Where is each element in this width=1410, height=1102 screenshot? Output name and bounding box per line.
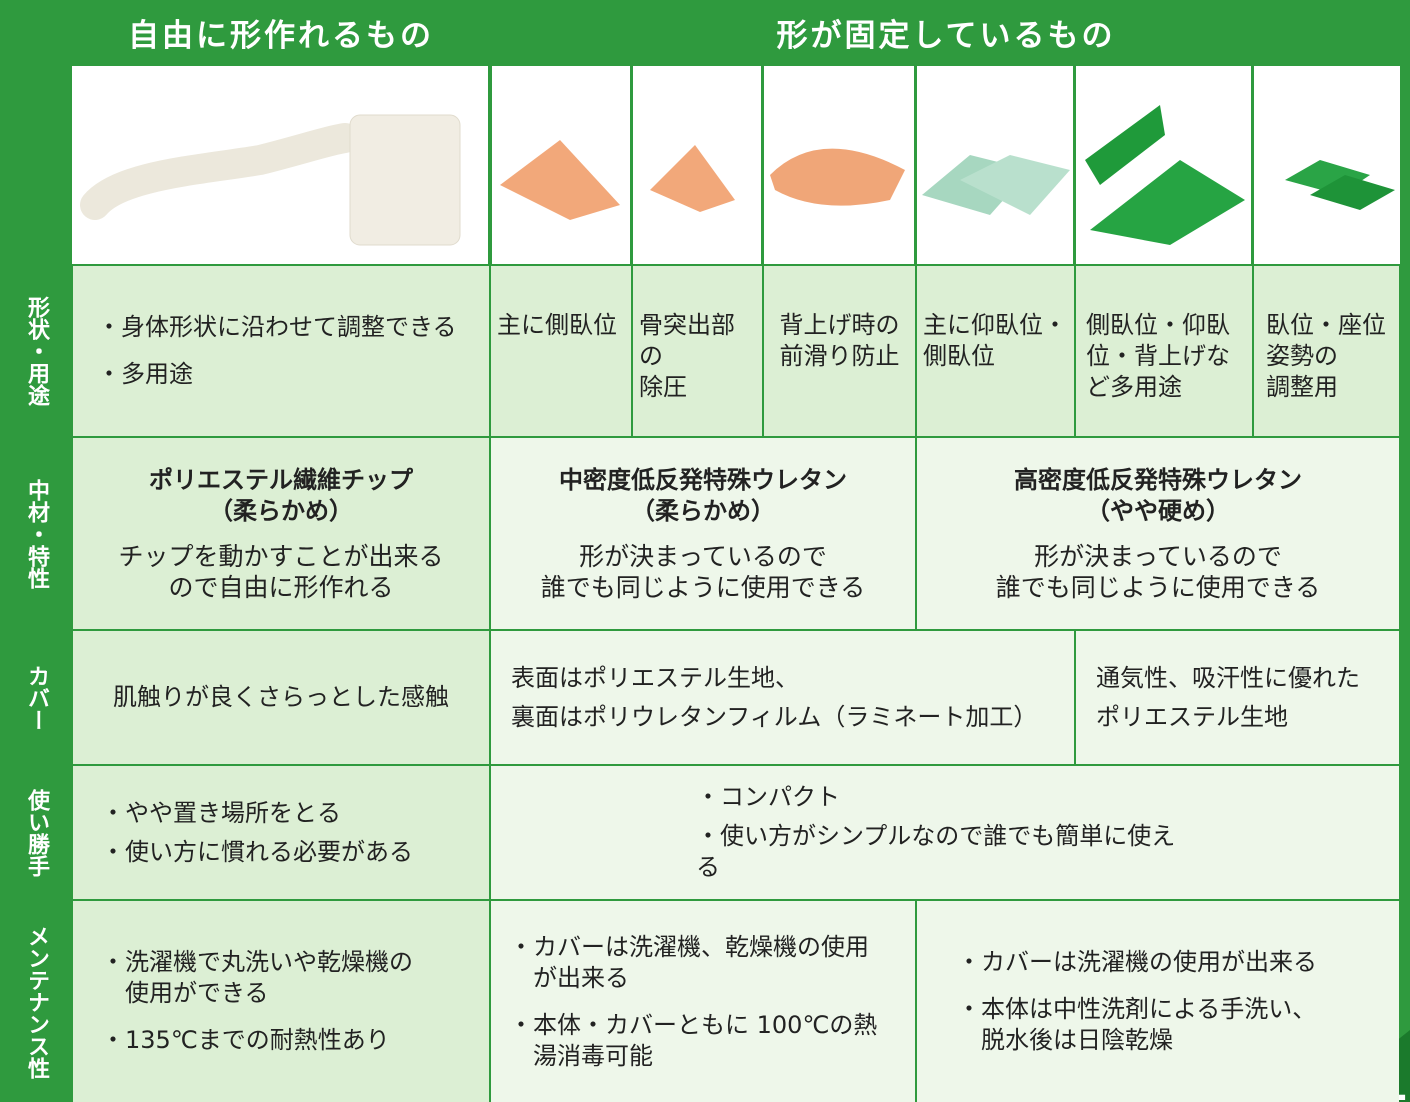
line: ・カバーは洗濯機の使用が出来る [957, 948, 1317, 976]
cell: ・コンパクト・使い方がシンプルなので誰でも簡単に使える [491, 766, 1399, 899]
line: ・本体は中性洗剤による手洗い、 [957, 995, 1317, 1023]
cell: ・洗濯機で丸洗いや乾燥機の 使用ができる・135℃までの耐熱性あり [73, 901, 489, 1102]
line: （やや硬め） [1086, 496, 1230, 525]
line: 誰でも同じように使用できる [540, 572, 866, 602]
cell: ポリエステル繊維チップ （柔らかめ） チップを動かすことが出来る ので自由に形作れる [73, 438, 489, 629]
line: ・135℃までの耐熱性あり [101, 1026, 390, 1054]
cell: 主に仰臥位・ 側臥位 [917, 266, 1074, 436]
line: （柔らかめ） [209, 496, 353, 525]
line: 主に側臥位 [497, 311, 617, 339]
paragraph: ・135℃までの耐熱性あり [101, 1025, 461, 1056]
paragraph: ・本体は中性洗剤による手洗い、 脱水後は日陰乾燥 [957, 994, 1359, 1056]
row-label: 使い勝手 [24, 788, 49, 877]
line: 除圧 [639, 373, 687, 401]
cell: 背上げ時の前滑り防止 [764, 266, 915, 436]
line: ・洗濯機で丸洗いや乾燥機の [101, 948, 413, 976]
line: ど多用途 [1086, 373, 1182, 401]
cell: 骨突出部の 除圧 [633, 266, 762, 436]
line: ・多用途 [97, 360, 193, 388]
line: 臥位・座位 [1266, 311, 1386, 339]
line: 主に仰臥位・ [923, 311, 1067, 339]
line: ポリエステル生地 [1096, 702, 1288, 731]
line: が出来る [509, 963, 629, 992]
cell: 臥位・座位姿勢の調整用 [1254, 266, 1399, 436]
line: ポリエステル繊維チップ [149, 465, 413, 494]
line: ・身体形状に沿わせて調整できる [97, 313, 457, 341]
row-label: メンテナンス性 [24, 924, 49, 1079]
row-label: カバー [24, 664, 49, 731]
cell: 高密度低反発特殊ウレタン （やや硬め） 形が決まっているので 誰でも同じように使用でき… [917, 438, 1399, 629]
cell: 主に側臥位 [491, 266, 631, 436]
line: チップを動かすことが出来る [118, 541, 444, 571]
line: ・カバーは洗濯機、乾燥機の使用 [509, 932, 869, 961]
line: 側臥位 [923, 342, 995, 370]
line: 表面はポリエステル生地、 [511, 663, 799, 692]
line: ・使い方に慣れる必要がある [101, 837, 413, 866]
line: 姿勢の [1266, 342, 1338, 370]
cell-title: 中密度低反発特殊ウレタン （柔らかめ） [491, 465, 915, 527]
cell: 中密度低反発特殊ウレタン （柔らかめ） 形が決まっているので 誰でも同じように使用でき… [491, 438, 915, 629]
line: 前滑り防止 [779, 342, 900, 370]
line: （柔らかめ） [631, 496, 775, 525]
cell: 側臥位・仰臥 位・背上げな ど多用途 [1076, 266, 1252, 436]
line: ので自由に形作れる [168, 572, 394, 602]
paragraph: ・カバーは洗濯機、乾燥機の使用 が出来る [509, 932, 897, 994]
line: 背上げ時の [779, 311, 900, 339]
line: 肌触りが良くさらっとした感触 [113, 683, 449, 711]
line: 使用ができる [101, 979, 269, 1007]
header-free: 自由に形作れるもの [128, 17, 434, 54]
line: 位・背上げな [1086, 342, 1230, 370]
cell-title: 高密度低反発特殊ウレタン （やや硬め） [917, 465, 1399, 527]
cell: ・やや置き場所をとる・使い方に慣れる必要がある [73, 766, 489, 899]
line: 脱水後は日陰乾燥 [957, 1026, 1173, 1054]
paragraph: ・カバーは洗濯機の使用が出来る [957, 947, 1359, 978]
cell: ・身体形状に沿わせて調整できる ・多用途 [73, 266, 489, 436]
line: 誰でも同じように使用できる [995, 572, 1321, 602]
cell: ・カバーは洗濯機の使用が出来る ・本体は中性洗剤による手洗い、 脱水後は日陰乾燥 [917, 901, 1399, 1102]
cell-title: ポリエステル繊維チップ （柔らかめ） [73, 465, 489, 527]
cell: ・カバーは洗濯機、乾燥機の使用 が出来る ・本体・カバーともに 100℃の熱 湯消… [491, 901, 915, 1102]
line: 形が決まっているので [579, 541, 827, 571]
line: 側臥位・仰臥 [1086, 311, 1230, 339]
line: 骨突出部の [639, 311, 735, 370]
line: 裏面はポリウレタンフィルム（ラミネート加工） [511, 702, 1038, 731]
line: 高密度低反発特殊ウレタン [1014, 465, 1302, 494]
line: 形が決まっているので [1034, 541, 1282, 571]
row-label: 形状・用途 [24, 296, 49, 406]
row-label: 中材・特性 [24, 478, 49, 589]
line: ・本体・カバーともに 100℃の熱 [509, 1010, 878, 1039]
cell: 通気性、吸汗性に優れた ポリエステル生地 [1076, 631, 1399, 764]
header-fixed: 形が固定しているもの [776, 17, 1116, 54]
paragraph: ・本体・カバーともに 100℃の熱 湯消毒可能 [509, 1010, 897, 1072]
line: 中密度低反発特殊ウレタン [559, 465, 847, 494]
line: 通気性、吸汗性に優れた [1096, 663, 1360, 692]
line: ・やや置き場所をとる [101, 798, 341, 827]
line: 調整用 [1266, 373, 1338, 401]
cell: 肌触りが良くさらっとした感触 [73, 631, 489, 764]
line: 湯消毒可能 [509, 1041, 653, 1070]
paragraph: ・洗濯機で丸洗いや乾燥機の 使用ができる [101, 947, 461, 1009]
cell: 表面はポリエステル生地、裏面はポリウレタンフィルム（ラミネート加工） [491, 631, 1074, 764]
line: ・コンパクト [696, 783, 840, 811]
line: ・使い方がシンプルなので誰でも簡単に使える [696, 822, 1176, 881]
